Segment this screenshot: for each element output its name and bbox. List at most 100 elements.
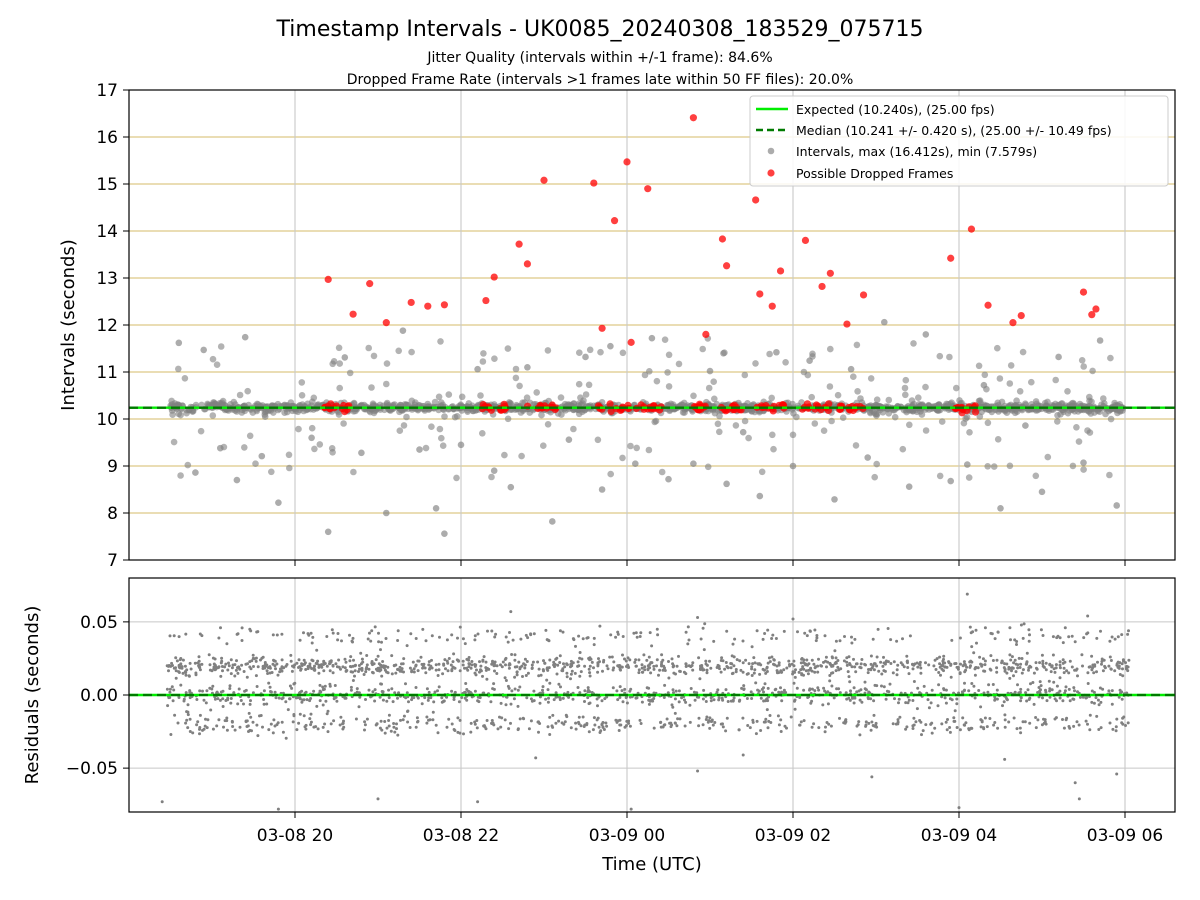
residual-point [731, 699, 735, 703]
interval-point [966, 429, 973, 436]
residual-point [1012, 716, 1016, 720]
interval-point [270, 409, 277, 416]
figure-title: Timestamp Intervals - UK0085_20240308_18… [276, 17, 924, 42]
residual-point [805, 658, 809, 662]
residual-point [261, 667, 265, 670]
residual-point [505, 695, 509, 699]
residual-point [504, 663, 507, 667]
residual-point [1042, 665, 1046, 669]
residual-point [577, 720, 580, 724]
residual-point [938, 655, 942, 659]
residual-point [724, 729, 728, 733]
residual-point [804, 662, 808, 666]
residual-point [281, 730, 285, 734]
residual-point [891, 722, 895, 726]
interval-point [488, 473, 495, 481]
residual-point [476, 800, 480, 804]
residual-point [1058, 663, 1062, 667]
residual-point [872, 662, 876, 666]
residual-point [544, 697, 548, 701]
residual-point [334, 662, 338, 666]
residual-point [309, 720, 313, 724]
residual-point [663, 683, 667, 687]
residual-point [175, 659, 179, 663]
interval-point [219, 397, 227, 405]
residual-point [315, 648, 319, 652]
residual-point [1095, 670, 1098, 674]
residual-point [684, 665, 688, 668]
residual-point [665, 717, 669, 721]
interval-point [918, 411, 926, 418]
residual-point [412, 667, 416, 671]
residual-point [395, 722, 398, 726]
residual-point [852, 701, 856, 705]
residual-point [434, 663, 438, 667]
residual-point [463, 642, 467, 646]
residual-point [176, 721, 180, 725]
residual-point [503, 718, 507, 722]
residual-point [1093, 664, 1097, 668]
interval-outlier-point [1038, 488, 1046, 496]
residual-point [638, 635, 642, 638]
residual-point [172, 688, 176, 692]
interval-point [244, 387, 251, 395]
interval-outlier-point [233, 476, 241, 484]
residual-point [809, 701, 813, 705]
residual-point [663, 666, 666, 670]
interval-outlier-point [341, 354, 349, 361]
residual-point [887, 690, 891, 694]
residual-point [825, 665, 828, 669]
residual-point [274, 667, 277, 671]
interval-point [175, 410, 182, 418]
residual-point [481, 674, 484, 678]
residual-point [509, 702, 513, 706]
residual-point [875, 664, 879, 668]
residual-point [965, 592, 969, 596]
interval-outlier-point [739, 428, 747, 436]
residual-point [510, 689, 514, 693]
residual-point [500, 665, 504, 669]
residual-point [357, 705, 361, 709]
residual-point [812, 662, 816, 666]
residual-point [945, 728, 949, 732]
residual-point [979, 705, 983, 709]
residual-point [608, 655, 612, 659]
residual-point [782, 668, 786, 672]
residual-point [870, 775, 874, 779]
residual-point [344, 696, 348, 700]
residual-point [822, 660, 825, 664]
residual-point [886, 627, 890, 630]
residual-point [373, 625, 377, 629]
residual-point [896, 718, 900, 722]
residual-point [434, 668, 438, 672]
residual-point [993, 698, 997, 702]
residual-point [431, 710, 435, 714]
residual-point [328, 661, 332, 665]
interval-point [651, 418, 658, 426]
residual-point [461, 659, 465, 663]
dropped-frame-point [967, 225, 976, 233]
residual-point [1000, 660, 1004, 663]
residual-point [787, 659, 791, 663]
residual-point [202, 698, 206, 702]
residual-point [518, 667, 522, 671]
residual-point [456, 636, 459, 640]
residual-point [1048, 695, 1052, 699]
residual-point [342, 719, 345, 723]
residual-point [381, 660, 385, 663]
residual-point [395, 727, 398, 731]
residual-point [889, 638, 893, 642]
interval-point [350, 399, 358, 407]
residual-point [507, 727, 511, 731]
residual-point [208, 668, 212, 672]
residual-point [184, 671, 188, 674]
interval-point [828, 417, 835, 425]
residual-point [791, 617, 795, 621]
interval-point [336, 360, 344, 367]
residual-point [697, 695, 701, 699]
residual-point [387, 688, 391, 692]
residual-point [349, 655, 353, 659]
residual-point [734, 668, 738, 671]
residual-point [902, 665, 906, 669]
